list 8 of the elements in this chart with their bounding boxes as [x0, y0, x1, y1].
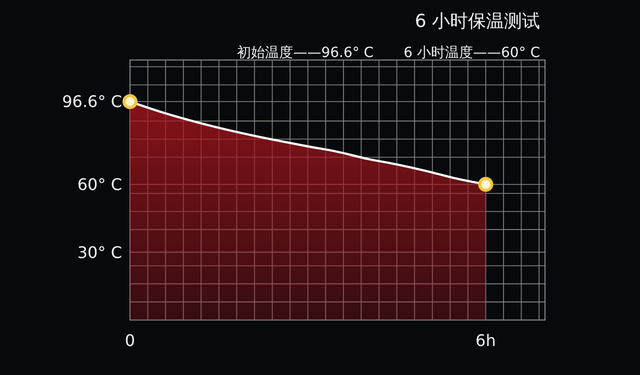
y-tick-label: 96.6° C — [62, 92, 122, 112]
x-tick-label: 0 — [124, 331, 136, 350]
x-tick-label: 6h — [476, 331, 496, 350]
annotation: 初始温度——96.6° C — [237, 45, 374, 61]
annotation: 6 小时温度——60° C — [404, 45, 540, 61]
chart-title: 6 小时保温测试 — [414, 11, 540, 32]
y-tick-label: 30° C — [77, 242, 122, 262]
y-tick-label: 60° C — [77, 174, 122, 194]
